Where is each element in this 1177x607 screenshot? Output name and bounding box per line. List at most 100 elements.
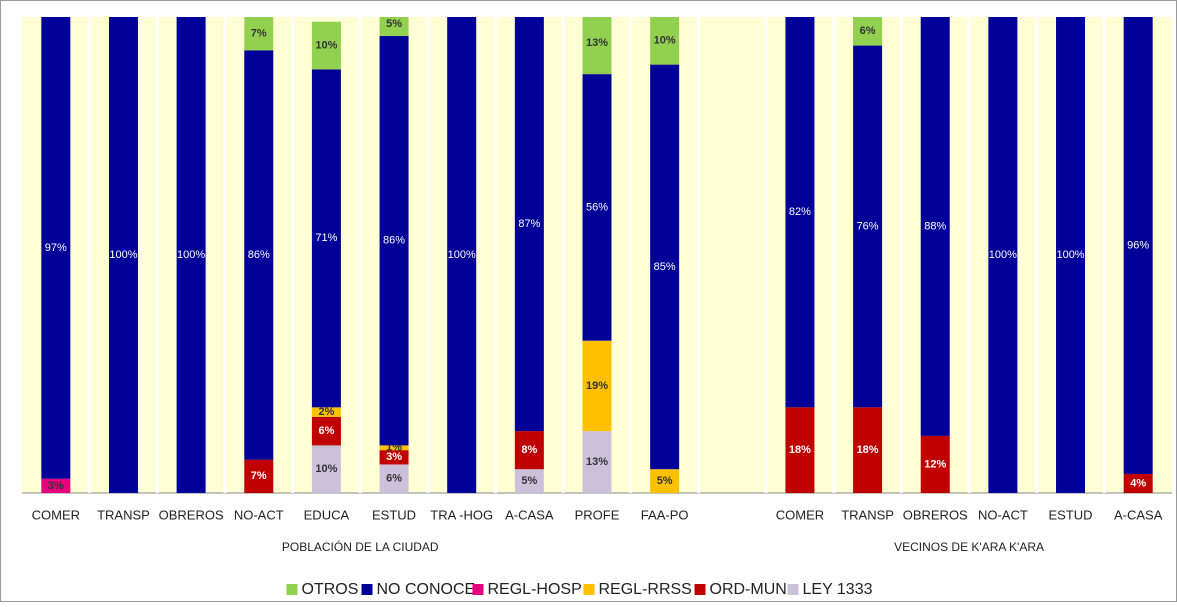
x-tick-label: PROFE (575, 507, 620, 522)
data-label: 12% (924, 458, 946, 470)
bar-segment (920, 17, 950, 436)
bar-segment (582, 431, 612, 493)
bar-segment (41, 478, 71, 493)
data-label: 3% (386, 451, 402, 463)
bar-segment (514, 17, 544, 432)
data-label: 71% (315, 232, 337, 244)
x-tick-label: NO-ACT (978, 507, 1028, 522)
bar-segment (920, 435, 950, 493)
bar-segment (379, 445, 409, 451)
group-label: POBLACIÓN DE LA CIUDAD (282, 539, 439, 554)
data-label: 86% (248, 249, 270, 261)
bar-segment (514, 431, 544, 470)
legend-label: OTROS (302, 581, 359, 598)
data-label: 6% (860, 25, 876, 37)
data-label: 7% (251, 470, 267, 482)
legend-label: LEY 1333 (803, 581, 873, 598)
bar-segment (311, 21, 341, 70)
data-label: 82% (789, 206, 811, 218)
bar-segment (650, 17, 680, 65)
x-tick-label: TRANSP (841, 507, 894, 522)
bar-segment (41, 17, 71, 479)
bar-segment (514, 469, 544, 493)
bar-segment (176, 17, 206, 493)
data-label: 7% (251, 28, 267, 40)
bar-segment (1056, 17, 1086, 493)
data-label: 8% (521, 444, 537, 456)
data-label: 13% (586, 37, 608, 49)
data-label: 87% (518, 218, 540, 230)
group-label: VECINOS DE K'ARA K'ARA (894, 540, 1044, 554)
x-tick-label: EDUCA (304, 507, 350, 522)
data-label: 86% (383, 235, 405, 247)
data-label: 10% (654, 35, 676, 47)
legend-swatch (361, 584, 373, 595)
x-tick-label: TRANSP (97, 507, 150, 522)
data-label: 100% (1056, 249, 1084, 261)
x-tick-label: A-CASA (1114, 507, 1163, 522)
x-tick-label: COMER (776, 507, 824, 522)
bar-segment (108, 17, 138, 493)
bar-segment (244, 17, 274, 51)
data-label: 5% (657, 475, 673, 487)
legend-swatch (286, 584, 298, 595)
bar-segment (379, 36, 409, 446)
bar-segment (582, 74, 612, 341)
bar-segment (988, 17, 1018, 493)
data-label: 18% (789, 444, 811, 456)
bar-segment (650, 64, 680, 470)
legend-swatch (694, 584, 706, 595)
bar-segment (582, 17, 612, 75)
data-label: 76% (857, 220, 879, 232)
x-tick-label: ESTUD (372, 507, 416, 522)
data-label: 100% (109, 249, 137, 261)
data-label: 5% (386, 18, 402, 30)
bar-segment (379, 17, 409, 37)
bar-segment (311, 445, 341, 493)
data-label: 10% (315, 463, 337, 475)
x-tick-label: COMER (32, 507, 80, 522)
bar-segment (650, 469, 680, 493)
data-label: 56% (586, 201, 608, 213)
data-label: 5% (521, 475, 537, 487)
legend-label: REGL-RRSS (599, 581, 692, 598)
bar-segment (853, 407, 883, 493)
data-label: 18% (857, 444, 879, 456)
x-tick-label: NO-ACT (234, 507, 284, 522)
bar-segment (244, 50, 274, 460)
bar-segment (785, 407, 815, 493)
data-label: 100% (989, 249, 1017, 261)
legend-label: NO CONOCE (377, 581, 476, 598)
data-label: 10% (315, 39, 337, 51)
x-tick-label: OBREROS (903, 507, 968, 522)
x-tick-label: FAA-PO (641, 507, 689, 522)
data-label: 100% (448, 249, 476, 261)
x-tick-label: OBREROS (159, 507, 224, 522)
bar-segment (311, 407, 341, 417)
bar-segment (582, 340, 612, 432)
data-label: 13% (586, 456, 608, 468)
bar-segment (379, 450, 409, 465)
data-label: 6% (386, 473, 402, 485)
data-label: 88% (924, 220, 946, 232)
legend-swatch (472, 584, 484, 595)
bars: 3%97%100% 100%7%86%7%10%6%2%71%10%6%3%1%8… (41, 17, 1153, 493)
data-label: 19% (586, 380, 608, 392)
bar-segment (853, 45, 883, 408)
data-label: 85% (654, 261, 676, 273)
data-label: 4% (1130, 477, 1146, 489)
data-label: 96% (1127, 239, 1149, 251)
bar-segment (311, 69, 341, 408)
legend-swatch (583, 584, 595, 595)
legend-swatch (787, 584, 799, 595)
bar-segment (1123, 473, 1153, 493)
bar-segment (244, 459, 274, 493)
data-label: 2% (318, 406, 334, 418)
legend-label: REGL-HOSP (488, 581, 582, 598)
bar-segment (1123, 17, 1153, 474)
bar-segment (379, 464, 409, 493)
legend-label: ORD-MUN (710, 581, 787, 598)
bar-segment (785, 17, 815, 408)
x-tick-label: A-CASA (505, 507, 554, 522)
